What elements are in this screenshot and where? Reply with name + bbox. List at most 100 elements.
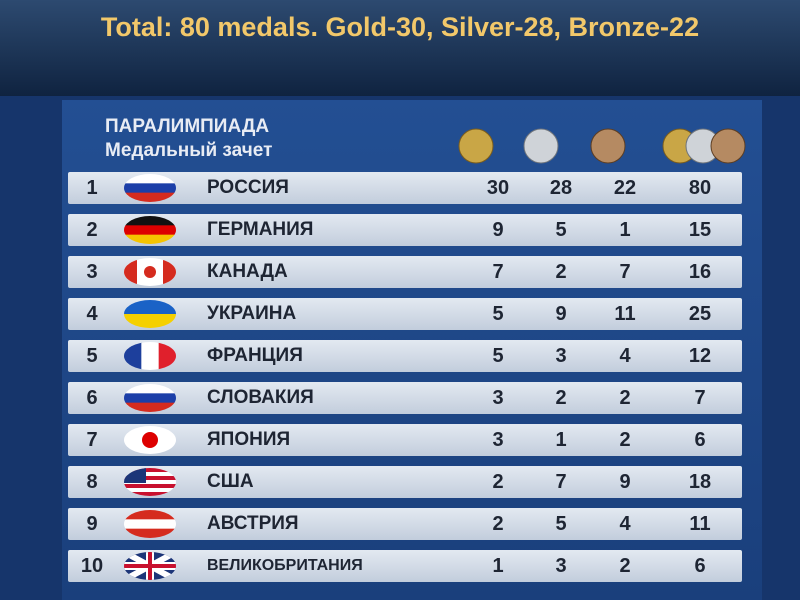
flag-shape [124,468,176,496]
silver-icon [523,128,559,164]
flag [124,552,176,580]
bronze-cell: 4 [619,513,631,535]
rank-cell: 8 [86,471,98,493]
bronze-cell: 1 [619,219,631,241]
bronze-cell: 2 [619,429,631,451]
table-row: 8 США 2 7 9 18 [68,466,742,498]
bronze-cell: 4 [619,345,631,367]
stripe [124,484,176,488]
stripe [124,476,176,480]
stripe [124,488,176,492]
gold-cell: 2 [492,513,504,535]
total-cell: 18 [688,471,712,493]
gold-cell: 2 [492,471,504,493]
gold-cell: 3 [492,429,504,451]
rank-cell: 7 [86,429,98,451]
rank-cell: 4 [86,303,98,325]
bronze-cell: 2 [619,555,631,577]
table-row: 1 РОССИЯ 30 28 22 80 [68,172,742,204]
flag [124,258,176,286]
table-row: 7 ЯПОНИЯ 3 1 2 6 [68,424,742,456]
country-cell: ФРАНЦИЯ [207,345,303,366]
rank-cell: 3 [86,261,98,283]
gold-cell: 30 [486,177,510,199]
country-cell: СЛОВАКИЯ [207,387,314,408]
stripe [163,258,176,286]
gold-cell: 1 [492,555,504,577]
bronze-icon [710,128,746,164]
rank-cell: 10 [80,555,104,577]
total-cell: 12 [688,345,712,367]
stripe [124,183,176,194]
silver-cell: 2 [555,261,567,283]
country-cell: УКРАИНА [207,303,297,324]
flag-shape [124,384,176,412]
flag [124,468,176,496]
flag [124,174,176,202]
flag [124,510,176,538]
silver-cell: 9 [555,303,567,325]
bronze-cell: 22 [613,177,637,199]
silver-cell: 3 [555,555,567,577]
gold-cell: 5 [492,345,504,367]
flag-shape [124,426,176,454]
silver-cell: 5 [555,219,567,241]
stripe [124,258,137,286]
rank-cell: 1 [86,177,98,199]
title-band: Total: 80 medals. Gold-30, Silver-28, Br… [0,0,800,96]
medal-icons [458,128,746,164]
silver-cell: 7 [555,471,567,493]
country-cell: США [207,471,254,492]
silver-cell: 2 [555,387,567,409]
bronze-cell: 11 [614,303,636,325]
gold-cell: 3 [492,387,504,409]
silver-cell: 28 [549,177,573,199]
country-cell: ВЕЛИКОБРИТАНИЯ [207,557,363,574]
table-subheading: Медальный зачет [105,140,273,161]
stripe [158,342,176,370]
stripe [124,384,176,394]
stripe [124,342,142,370]
stripe [124,393,176,404]
rank-cell: 5 [86,345,98,367]
flag-shape [124,216,176,244]
total-cell: 16 [688,261,712,283]
stripe [124,510,176,520]
stripe [124,468,176,472]
table-row: 4 УКРАИНА 5 9 11 25 [68,298,742,330]
table-row: 9 АВСТРИЯ 2 5 4 11 [68,508,742,540]
leaf [144,266,156,278]
stripe [124,492,176,496]
slide-title: Total: 80 medals. Gold-30, Silver-28, Br… [100,12,700,42]
table-row: 6 СЛОВАКИЯ 3 2 2 7 [68,382,742,414]
bronze-cell: 2 [619,387,631,409]
total-cell: 80 [688,177,712,199]
flag-shape [124,342,176,370]
flag-shape [124,258,176,286]
bronze-cell: 9 [619,471,631,493]
stripe [124,528,176,538]
country-cell: ЯПОНИЯ [207,429,291,450]
flag [124,426,176,454]
flag [124,300,176,328]
country-cell: РОССИЯ [207,177,289,198]
flag [124,342,176,370]
stripe [124,300,176,315]
total-cell: 6 [694,429,706,451]
stripe [124,472,176,476]
stripe [124,216,176,226]
total-cell: 25 [688,303,712,325]
flag-shape [124,510,176,538]
bronze-icon [590,128,626,164]
stripe [141,342,160,370]
stripe [124,234,176,244]
canton [124,468,146,483]
flag [124,384,176,412]
silver-cell: 3 [555,345,567,367]
cross [124,552,176,580]
stripe [124,314,176,328]
table-row: 2 ГЕРМАНИЯ 9 5 1 15 [68,214,742,246]
stripe [124,519,176,530]
rank-cell: 9 [86,513,98,535]
